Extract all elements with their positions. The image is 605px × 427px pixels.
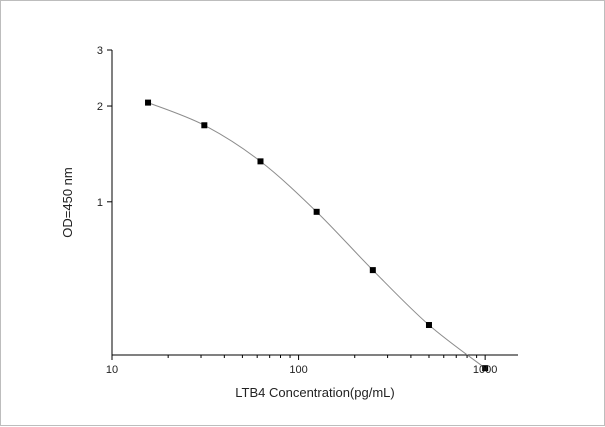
data-point bbox=[145, 99, 152, 106]
data-point bbox=[425, 322, 432, 329]
data-point bbox=[482, 365, 489, 372]
x-tick-label: 100 bbox=[289, 364, 307, 376]
y-tick-label: 1 bbox=[97, 197, 103, 209]
fit-curve bbox=[147, 102, 486, 369]
data-point bbox=[257, 158, 264, 165]
data-point bbox=[201, 122, 208, 129]
x-axis-label: LTB4 Concentration(pg/mL) bbox=[235, 385, 394, 400]
x-ticks: 10 100 1000 bbox=[106, 355, 497, 376]
fit-curve-group bbox=[147, 102, 486, 369]
y-axis-label: OD=450 nm bbox=[60, 167, 75, 237]
data-points bbox=[145, 99, 489, 372]
data-point bbox=[313, 208, 320, 215]
x-tick-label: 1000 bbox=[473, 364, 497, 376]
axes bbox=[111, 50, 518, 356]
y-ticks: 1 2 3 bbox=[97, 45, 112, 209]
y-tick-label: 2 bbox=[97, 101, 103, 113]
y-tick-label: 3 bbox=[97, 45, 103, 57]
x-tick-label: 10 bbox=[106, 364, 118, 376]
data-point bbox=[369, 267, 376, 274]
